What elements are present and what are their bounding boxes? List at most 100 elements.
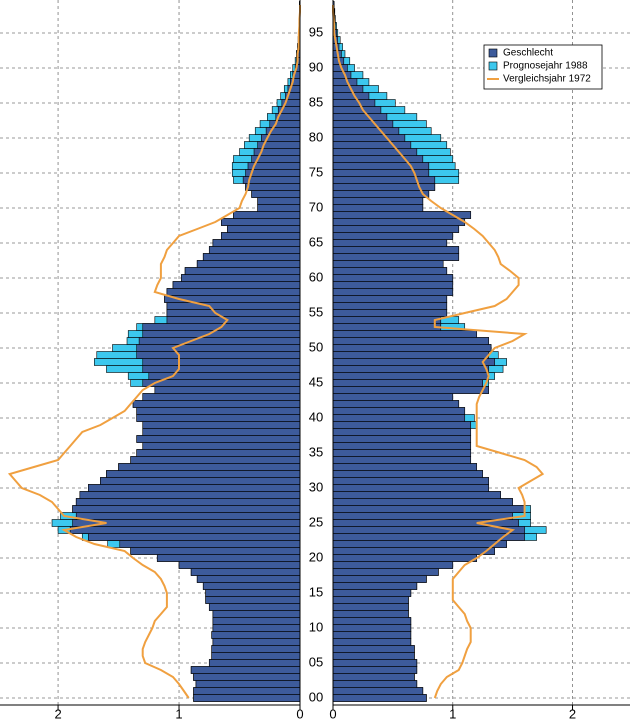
bar [130, 547, 301, 555]
bar [332, 120, 394, 128]
bar [233, 211, 301, 219]
bar [208, 246, 301, 254]
bar [245, 183, 301, 191]
bar [332, 491, 501, 499]
bar [332, 232, 454, 240]
bar [142, 428, 301, 436]
bar [142, 330, 301, 338]
bar [190, 666, 301, 674]
bar [178, 561, 301, 569]
bar [332, 253, 460, 261]
bar [205, 596, 301, 604]
bar [332, 379, 483, 387]
bar [332, 316, 442, 324]
bar [332, 309, 448, 317]
bar [332, 337, 489, 345]
bar [211, 652, 301, 660]
bar [196, 260, 301, 268]
bar [88, 533, 301, 541]
bar [332, 148, 418, 156]
bar [332, 421, 472, 429]
bar [332, 414, 466, 422]
bar [332, 400, 460, 408]
bar [106, 470, 301, 478]
bar [332, 484, 489, 492]
bar [332, 155, 424, 163]
bar [332, 568, 439, 576]
bar [332, 554, 478, 562]
x-tick-label: 1 [449, 706, 456, 721]
bar [257, 204, 301, 212]
x-tick-label: 2 [569, 706, 576, 721]
lines [7, 5, 545, 699]
y-tick-label: 15 [309, 584, 323, 599]
bar [69, 526, 301, 534]
y-tick-label: 10 [309, 619, 323, 634]
bar [245, 169, 301, 177]
bar [130, 456, 301, 464]
bar [132, 400, 301, 408]
bar [332, 365, 489, 373]
bar [332, 449, 472, 457]
bar [119, 540, 301, 548]
bar [332, 92, 370, 100]
bar [136, 351, 301, 359]
bar [212, 624, 301, 632]
y-tick-label: 30 [309, 479, 323, 494]
bar [221, 218, 301, 226]
y-tick-label: 60 [309, 269, 323, 284]
bar [332, 589, 412, 597]
bar [193, 687, 301, 695]
bar [211, 631, 301, 639]
bar [332, 281, 454, 289]
bar [332, 645, 415, 653]
bar [332, 533, 525, 541]
bar [196, 575, 301, 583]
bar [332, 127, 400, 135]
y-tick-label: 25 [309, 514, 323, 529]
bar [156, 554, 301, 562]
bar [332, 505, 525, 513]
bar [142, 358, 301, 366]
bar [164, 295, 301, 303]
bar [227, 225, 301, 233]
y-tick-label: 65 [309, 234, 323, 249]
bar [332, 624, 412, 632]
bar [332, 428, 472, 436]
bar [332, 477, 489, 485]
bar [136, 414, 301, 422]
bar [332, 393, 454, 401]
bar [332, 323, 442, 331]
bar [332, 386, 489, 394]
bar [332, 78, 358, 86]
bar [142, 393, 301, 401]
bar [332, 575, 427, 583]
bar [88, 484, 301, 492]
bar [142, 365, 301, 373]
bar [332, 666, 418, 674]
bar [208, 603, 301, 611]
bar [332, 330, 478, 338]
bar [242, 176, 301, 184]
bar [332, 99, 376, 107]
bar [332, 106, 382, 114]
bar [166, 316, 301, 324]
legend-label: Vergleichsjahr 1972 [503, 74, 591, 85]
bar [332, 190, 430, 198]
bar [100, 477, 301, 485]
x-tick-label: 0 [296, 706, 303, 721]
y-tick-label: 20 [309, 549, 323, 564]
bars [51, 1, 547, 702]
bar [332, 295, 448, 303]
bar [166, 302, 301, 310]
bar [332, 659, 418, 667]
x-tick-label: 2 [54, 706, 61, 721]
bar [332, 540, 507, 548]
bar [208, 659, 301, 667]
y-tick-label: 35 [309, 444, 323, 459]
bar [332, 687, 424, 695]
bar [332, 225, 460, 233]
bar [332, 288, 454, 296]
bar [212, 638, 301, 646]
